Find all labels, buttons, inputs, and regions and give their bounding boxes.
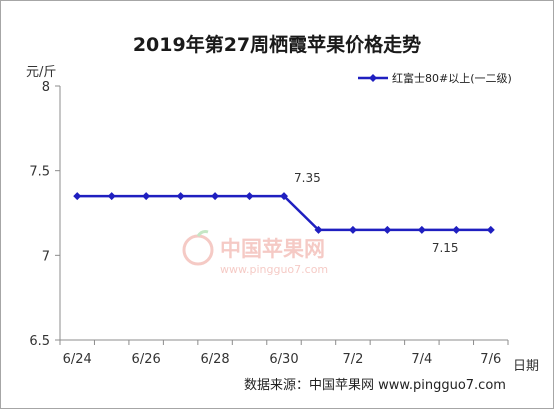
data-point xyxy=(280,192,288,201)
data-point xyxy=(452,225,461,234)
legend-label: 红富士80#以上(一二级) xyxy=(392,71,512,85)
data-point xyxy=(348,225,357,234)
data-point xyxy=(245,192,254,201)
x-tick-label: 6/28 xyxy=(200,352,229,367)
data-label: 7.35 xyxy=(294,171,321,185)
x-tick-label: 7/2 xyxy=(342,352,363,367)
y-axis-label: 元/斤 xyxy=(26,65,56,80)
data-point xyxy=(383,225,392,234)
data-point xyxy=(142,192,151,201)
watermark-url: www.pingguo7.com xyxy=(220,263,328,276)
apple-logo-icon: 中国苹果网 www.pingguo7.com xyxy=(182,230,328,276)
chart-title: 2019年第27周栖霞苹果价格走势 xyxy=(132,34,422,56)
data-point xyxy=(486,225,495,234)
data-point xyxy=(417,225,426,234)
x-axis-label: 日期 xyxy=(513,359,539,374)
watermark: 中国苹果网 www.pingguo7.com xyxy=(180,228,380,282)
data-point xyxy=(73,192,82,201)
y-tick-label: 7.5 xyxy=(29,165,50,180)
x-tick-label: 6/30 xyxy=(269,352,298,367)
x-tick-label: 6/24 xyxy=(63,352,92,367)
y-tick-label: 6.5 xyxy=(29,334,50,349)
y-tick-label: 8 xyxy=(42,80,50,95)
y-tick-label: 7 xyxy=(42,249,50,264)
legend-marker xyxy=(369,74,377,82)
x-tick-label: 6/26 xyxy=(132,352,161,367)
x-tick-label: 7/4 xyxy=(411,352,432,367)
data-point xyxy=(211,192,220,201)
data-label: 7.15 xyxy=(432,241,459,255)
series-line xyxy=(77,194,491,232)
x-tick-label: 7/6 xyxy=(480,352,501,367)
data-point xyxy=(107,192,116,201)
watermark-cn: 中国苹果网 xyxy=(220,237,325,261)
source-note: 数据来源：中国苹果网 www.pingguo7.com xyxy=(244,378,506,393)
data-point xyxy=(176,192,185,201)
data-point xyxy=(314,225,323,234)
